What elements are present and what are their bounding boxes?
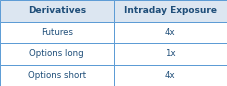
Bar	[114, 64, 227, 86]
Bar	[114, 22, 227, 43]
Bar	[0, 22, 114, 43]
Text: Futures: Futures	[41, 28, 73, 37]
Bar	[0, 43, 114, 64]
Text: 4x: 4x	[165, 28, 175, 37]
Bar	[0, 64, 114, 86]
Bar	[114, 0, 227, 22]
Bar	[0, 0, 114, 22]
Text: 4x: 4x	[165, 71, 175, 80]
Text: Derivatives: Derivatives	[28, 6, 86, 15]
Text: Options short: Options short	[28, 71, 86, 80]
Text: Intraday Exposure: Intraday Exposure	[124, 6, 217, 15]
Text: Options long: Options long	[30, 49, 84, 58]
Text: 1x: 1x	[165, 49, 175, 58]
Bar	[114, 43, 227, 64]
